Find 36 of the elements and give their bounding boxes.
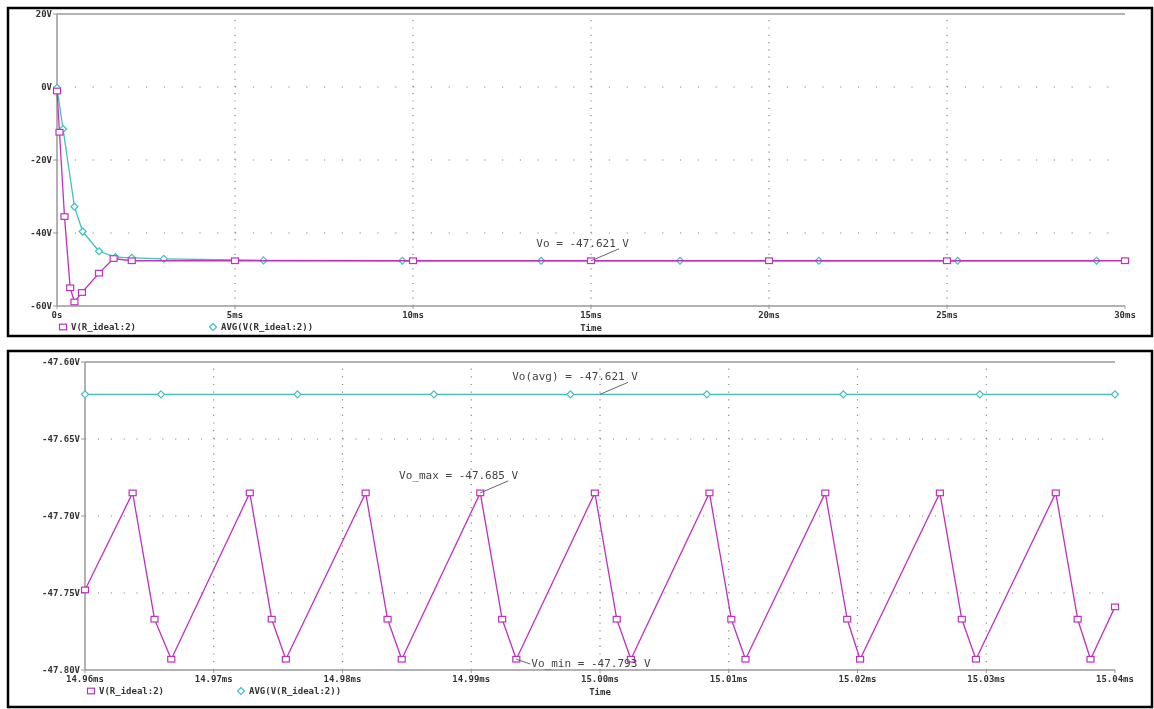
y-tick-label: -47.70V (42, 511, 81, 522)
y-tick-label: 20V (35, 9, 53, 20)
annotation: Vo_min = -47.793 V (531, 657, 651, 670)
x-tick-label: 14.99ms (452, 674, 491, 684)
x-tick-label: 30ms (1114, 310, 1136, 320)
x-axis-title: Time (589, 687, 612, 697)
annotation: Vo = -47.621 V (536, 236, 630, 250)
x-tick-label: 15.01ms (709, 674, 748, 684)
y-tick-label: -60V (30, 301, 53, 312)
legend-label: V(R_ideal:2) (99, 686, 165, 696)
x-tick-label: 14.98ms (323, 674, 362, 684)
x-tick-label: 15.03ms (967, 674, 1006, 684)
x-tick-label: 15ms (580, 310, 602, 320)
x-tick-label: 10ms (402, 310, 424, 320)
x-tick-label: 5ms (226, 310, 244, 320)
y-tick-label: -40V (30, 228, 53, 239)
x-tick-label: 14.97ms (194, 674, 233, 684)
x-tick-label: 15.04ms (1096, 674, 1134, 684)
x-axis-title: Time (580, 323, 603, 333)
legend-label: AVG(V(R_ideal:2)) (221, 322, 314, 332)
y-tick-label: -47.60V (42, 357, 81, 368)
x-tick-label: 20ms (758, 310, 780, 320)
annotation: Vo(avg) = -47.621 V (512, 370, 639, 384)
y-tick-label: -47.80V (42, 665, 81, 676)
y-tick-label: -20V (30, 155, 53, 166)
legend-label: AVG(V(R_ideal:2)) (249, 686, 342, 696)
x-tick-label: 15.02ms (838, 674, 877, 684)
y-tick-label: -47.65V (42, 434, 81, 445)
legend-label: V(R_ideal:2) (71, 322, 137, 332)
y-tick-label: 0V (41, 82, 53, 93)
x-tick-label: 0s (51, 310, 63, 320)
y-tick-label: -47.75V (42, 588, 81, 599)
x-tick-label: 14.96ms (66, 674, 104, 684)
annotation: Vo_max = -47.685 V (399, 468, 519, 482)
x-tick-label: 15.00ms (581, 674, 619, 684)
x-tick-label: 25ms (936, 310, 958, 320)
